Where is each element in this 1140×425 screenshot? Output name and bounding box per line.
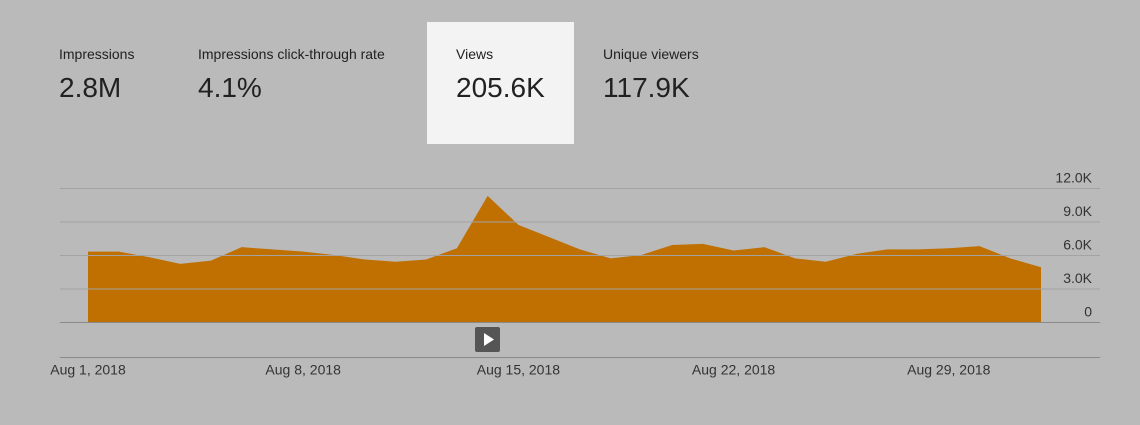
y-tick-label: 12.0K xyxy=(1055,170,1092,186)
x-tick-label: Aug 29, 2018 xyxy=(907,362,991,378)
metric-label: Impressions xyxy=(59,46,135,62)
metric-card[interactable]: Unique viewers 117.9K xyxy=(603,22,743,144)
metric-value: 2.8M xyxy=(59,72,122,103)
play-button[interactable] xyxy=(475,327,500,352)
metric-card[interactable]: Impressions 2.8M xyxy=(59,22,189,144)
metric-label: Unique viewers xyxy=(603,46,699,62)
metric-value: 117.9K xyxy=(603,72,690,103)
metric-label: Impressions click-through rate xyxy=(198,46,385,62)
x-tick-label: Aug 22, 2018 xyxy=(692,362,776,378)
y-tick-label: 0 xyxy=(1084,304,1092,320)
metric-value: 4.1% xyxy=(198,72,262,103)
metric-value: 205.6K xyxy=(456,72,545,103)
y-tick-label: 6.0K xyxy=(1063,237,1092,253)
y-tick-label: 9.0K xyxy=(1063,203,1092,219)
metric-card[interactable]: Views 205.6K xyxy=(427,22,574,144)
metric-label: Views xyxy=(456,46,494,62)
x-tick-label: Aug 8, 2018 xyxy=(265,362,341,378)
area xyxy=(88,195,1041,322)
play-icon xyxy=(484,333,494,346)
x-tick-label: Aug 15, 2018 xyxy=(477,362,561,378)
x-tick-label: Aug 1, 2018 xyxy=(50,362,126,378)
y-tick-label: 3.0K xyxy=(1063,270,1092,286)
metric-card[interactable]: Impressions click-through rate 4.1% xyxy=(198,22,418,144)
